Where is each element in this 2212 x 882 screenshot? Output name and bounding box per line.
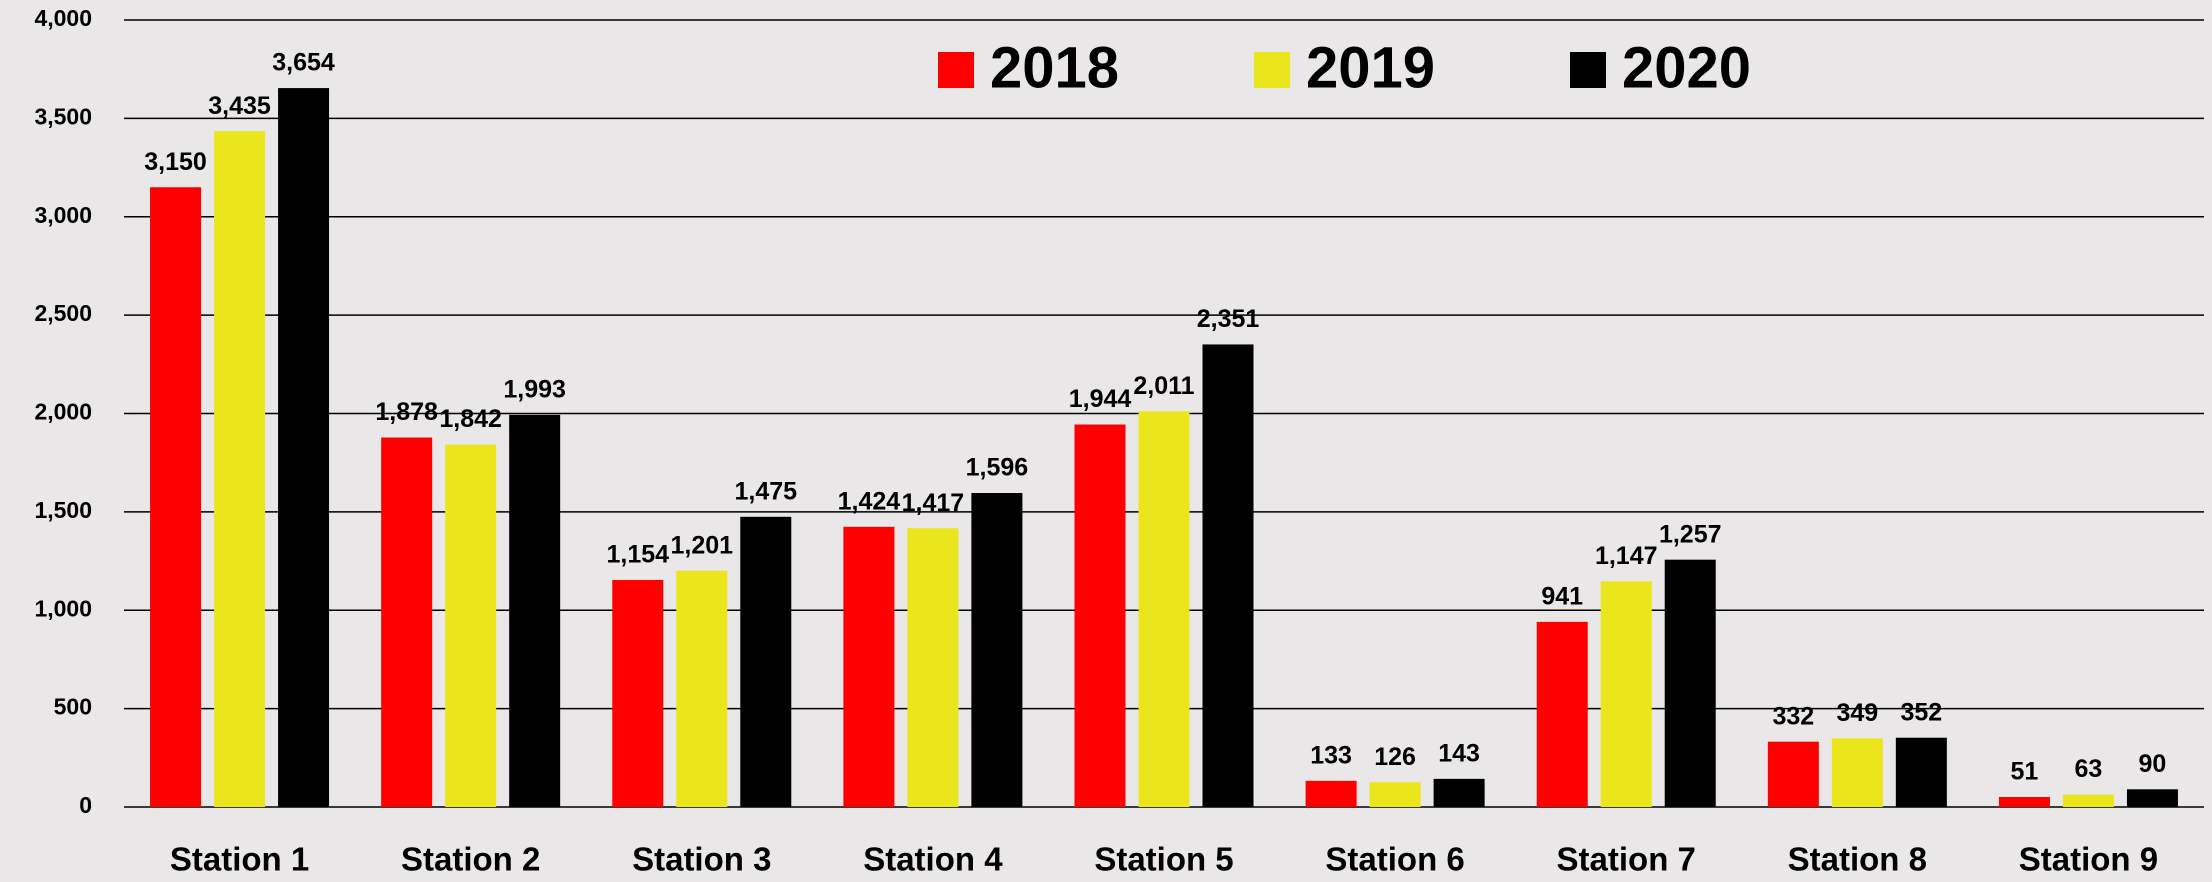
- bar: [1305, 780, 1357, 807]
- data-label: 1,944: [1069, 385, 1132, 413]
- x-tick-label: Station 6: [1325, 841, 1464, 878]
- legend-label: 2018: [990, 35, 1119, 100]
- legend-label: 2020: [1622, 35, 1751, 100]
- bar: [509, 414, 561, 807]
- bar: [740, 516, 792, 807]
- bar: [1202, 344, 1254, 807]
- data-label: 349: [1836, 699, 1878, 727]
- bar: [612, 579, 664, 807]
- data-label: 143: [1438, 739, 1480, 767]
- y-tick-label: 4,000: [34, 5, 92, 31]
- data-label: 1,993: [503, 375, 566, 403]
- legend-swatch: [938, 52, 974, 88]
- data-label: 332: [1772, 702, 1814, 730]
- y-tick-label: 500: [54, 694, 92, 720]
- data-label: 1,475: [734, 477, 797, 505]
- data-label: 1,201: [670, 531, 733, 559]
- data-label: 1,147: [1595, 542, 1658, 570]
- x-tick-label: Station 7: [1557, 841, 1696, 878]
- bar: [1433, 778, 1485, 807]
- bar: [1138, 411, 1190, 807]
- y-tick-label: 3,500: [34, 103, 92, 129]
- x-tick-label: Station 5: [1094, 841, 1233, 878]
- legend-swatch: [1570, 52, 1606, 88]
- bar: [1664, 559, 1716, 807]
- data-label: 1,878: [375, 398, 438, 426]
- legend-swatch: [1254, 52, 1290, 88]
- bar: [843, 526, 895, 807]
- data-label: 51: [2011, 758, 2039, 786]
- y-tick-label: 1,000: [34, 595, 92, 621]
- y-tick-label: 1,500: [34, 497, 92, 523]
- legend-label: 2019: [1306, 35, 1435, 100]
- data-label: 63: [2075, 755, 2103, 783]
- x-tick-label: Station 9: [2019, 841, 2158, 878]
- bar: [676, 570, 728, 807]
- bar: [1895, 737, 1947, 807]
- bar: [1831, 738, 1883, 807]
- y-tick-label: 0: [79, 792, 92, 818]
- bar: [214, 131, 266, 807]
- data-label: 352: [1900, 698, 1942, 726]
- data-label: 1,424: [838, 487, 901, 515]
- data-label: 1,842: [439, 405, 502, 433]
- data-label: 3,654: [272, 49, 335, 77]
- bar: [1074, 424, 1126, 807]
- data-label: 2,351: [1197, 305, 1260, 333]
- x-tick-label: Station 2: [401, 841, 540, 878]
- bar: [1369, 782, 1421, 807]
- x-tick-label: Station 1: [170, 841, 309, 878]
- data-label: 1,596: [966, 454, 1029, 482]
- data-label: 1,417: [902, 489, 965, 517]
- data-label: 2,011: [1133, 372, 1194, 400]
- y-tick-label: 2,000: [34, 399, 92, 425]
- x-tick-label: Station 8: [1788, 841, 1927, 878]
- bar: [1998, 796, 2050, 807]
- bar: [1600, 581, 1652, 807]
- bar: [971, 492, 1023, 807]
- data-label: 1,257: [1659, 520, 1722, 548]
- data-label: 1,154: [606, 541, 669, 569]
- data-label: 3,150: [144, 148, 207, 176]
- data-label: 133: [1310, 741, 1352, 769]
- y-tick-label: 3,000: [34, 202, 92, 228]
- x-tick-label: Station 3: [632, 841, 771, 878]
- bar: [278, 88, 330, 807]
- bar: [381, 437, 433, 807]
- bar: [2126, 789, 2178, 807]
- data-label: 90: [2139, 750, 2167, 778]
- bar: [445, 444, 497, 807]
- y-tick-label: 2,500: [34, 300, 92, 326]
- data-label: 941: [1541, 582, 1583, 610]
- bar: [907, 528, 959, 807]
- bar: [1536, 621, 1588, 807]
- bar: [150, 187, 202, 808]
- x-tick-label: Station 4: [863, 841, 1003, 878]
- data-label: 126: [1374, 743, 1416, 771]
- bar: [2062, 794, 2114, 807]
- data-label: 3,435: [208, 92, 271, 120]
- bar: [1767, 741, 1819, 807]
